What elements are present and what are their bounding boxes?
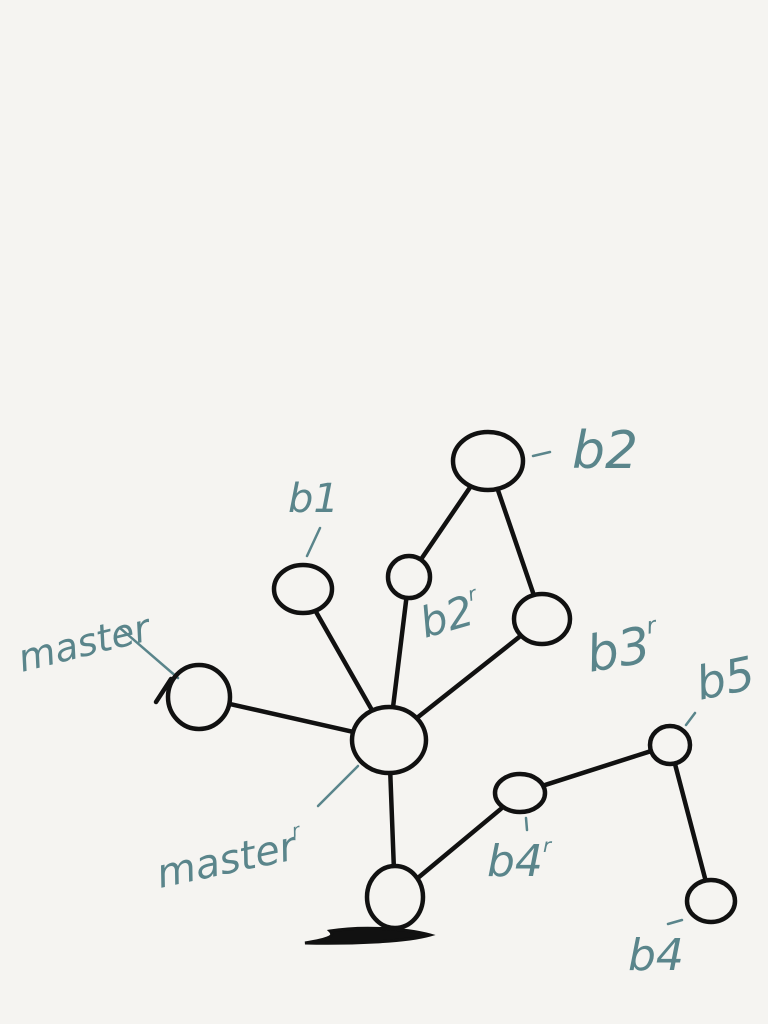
label-master: master [14,605,157,681]
nodes-layer [153,429,738,931]
label-text: master [153,823,303,898]
label-b5: b5 [691,646,759,711]
leader-b2 [531,450,552,458]
node-b4 [684,877,738,925]
label-b4-r: b4r [487,834,553,887]
label-master-r: masterr [152,820,309,898]
node-b5 [647,723,693,767]
node-root [364,863,426,931]
edge-b2-b2_r [419,486,472,561]
leader-master-r [316,764,360,808]
edge-b1-master_r [314,610,374,711]
edge-b2-b3_r [495,488,536,596]
label-text: b1 [288,476,339,522]
label-b4: b4 [628,930,684,981]
label-b3-r: b3r [582,612,666,684]
leaders-layer [118,450,697,926]
edge-master-master_r [228,702,354,734]
edge-b5-b4 [673,763,708,881]
label-text: b4 [487,836,543,887]
edge-master_r-root [388,772,396,867]
edge-root-b4_r [416,806,504,880]
label-superscript: r [543,834,553,857]
leader-b4 [666,918,684,926]
root-ground-mark [304,926,436,945]
node-master-accent [153,676,174,705]
label-b2: b2 [572,421,638,481]
label-text: b5 [691,646,759,711]
label-b1: b1 [288,476,339,522]
label-text: b2 [572,421,638,481]
edge-b2_r-master_r [391,597,409,708]
leader-b5 [684,711,697,727]
leader-b1 [305,526,322,558]
label-text: b3 [582,616,655,684]
edge-b4_r-b5 [542,749,652,788]
node-master-r [349,704,429,776]
node-b4-r [492,771,548,815]
node-master [165,662,233,732]
node-b1 [271,562,335,616]
edges-layer [228,486,708,881]
leader-b4-r [524,816,529,832]
node-b2 [450,429,526,493]
leader-master [118,626,180,680]
node-b2-r [385,553,433,601]
label-text: b4 [628,930,684,981]
edge-b3_r-master_r [416,634,522,719]
label-text: master [14,605,157,681]
node-b3-r [511,591,573,647]
